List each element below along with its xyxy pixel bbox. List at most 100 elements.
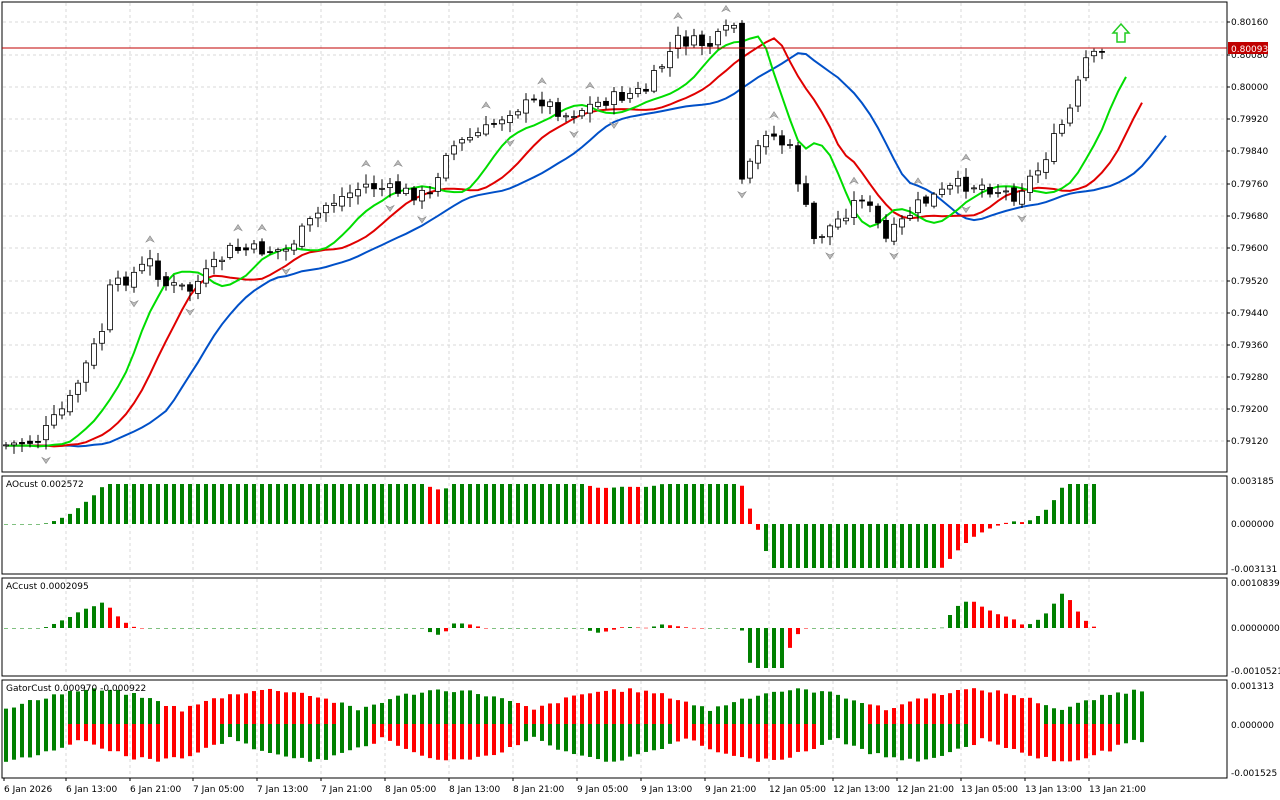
ac-bar (620, 627, 624, 628)
ao-bar (372, 484, 376, 524)
ac-bar (380, 628, 384, 629)
ac-bar (188, 628, 192, 629)
candle (603, 97, 609, 110)
candle (155, 252, 161, 287)
gator-upper-bar (1116, 692, 1120, 724)
ao-bar (668, 484, 672, 524)
gator-upper-bar (276, 691, 280, 724)
gator-upper-bar (932, 693, 936, 724)
candle (971, 184, 977, 193)
gator-upper-bar (492, 696, 496, 724)
gator-upper-bar (60, 694, 64, 724)
gator-lower-bar (948, 724, 952, 753)
gator-upper-bar (700, 706, 704, 724)
ac-bar (748, 628, 752, 663)
gator-upper-bar (20, 703, 24, 724)
ao-bar (492, 484, 496, 524)
gator-lower-bar (804, 724, 808, 752)
gator-lower-bar (756, 724, 760, 762)
gator-upper-bar (780, 691, 784, 724)
candle (859, 194, 865, 209)
gator-upper-bar (332, 702, 336, 724)
fractal-up-icon (849, 176, 859, 185)
ac-bar (876, 628, 880, 629)
ac-tick-top: 0.0010839 (1231, 579, 1280, 589)
candle (683, 30, 689, 56)
ac-bar (828, 628, 832, 629)
candle (339, 187, 345, 212)
ac-bar (196, 628, 200, 629)
ac-bar (692, 627, 696, 629)
price-tick-label: 0.79600 (1231, 244, 1268, 254)
gator-upper-bar (340, 702, 344, 724)
fractal-up-icon (145, 235, 155, 243)
gator-upper-bar (156, 701, 160, 724)
gator-lower-bar (780, 724, 784, 760)
gator-lower-bar (4, 724, 8, 762)
fractal-down-icon (889, 252, 899, 260)
gator-lower-bar (44, 724, 48, 752)
candle (1027, 169, 1033, 202)
candle (731, 22, 737, 33)
gator-upper-bar (972, 688, 976, 724)
ac-bar (900, 628, 904, 629)
gator-upper-bar (948, 693, 952, 724)
gator-lower-bar (628, 724, 632, 757)
candle (1067, 104, 1073, 127)
ao-bar (644, 486, 648, 524)
ac-bar (652, 626, 656, 628)
ac-bar (668, 625, 672, 628)
ao-bar (1076, 484, 1080, 524)
ao-tick-zero: 0.000000 (1231, 520, 1274, 530)
gator-lower-bar (180, 724, 184, 759)
gator-lower-bar (1012, 724, 1016, 749)
gator-upper-bar (372, 704, 376, 724)
gator-upper-bar (228, 694, 232, 724)
candle (67, 389, 73, 416)
main-pane[interactable] (1, 1, 1228, 473)
gator-upper-bar (316, 697, 320, 724)
gator-lower-bar (412, 724, 416, 753)
ac-pane[interactable] (1, 577, 1228, 677)
gator-upper-bar (484, 696, 488, 724)
ao-bar (820, 524, 824, 568)
gator-upper-bar (964, 689, 968, 724)
candle (491, 118, 497, 128)
gator-upper-bar (580, 694, 584, 724)
ac-bar (820, 628, 824, 629)
ao-bar (1052, 500, 1056, 524)
ac-bar (1028, 624, 1032, 628)
ac-tick-zero: 0.0000000 (1231, 624, 1280, 634)
fractal-down-icon (129, 299, 139, 308)
gator-upper-bar (1052, 708, 1056, 724)
ac-bar (132, 626, 136, 628)
time-label: 12 Jan 05:00 (769, 785, 826, 795)
gator-upper-bar (876, 705, 880, 724)
gator-lower-bar (340, 724, 344, 753)
candle (531, 94, 537, 103)
lips-line (6, 35, 1127, 448)
time-label: 6 Jan 21:00 (130, 785, 182, 795)
gator-lower-bar (348, 724, 352, 751)
gator-upper-bar (812, 692, 816, 724)
ac-bar (420, 628, 424, 629)
candle (147, 249, 153, 276)
ac-bar (316, 628, 320, 629)
candle (27, 435, 33, 448)
ao-bar (196, 484, 200, 524)
gator-lower-bar (900, 724, 904, 761)
ac-bar (532, 628, 536, 629)
time-label: 7 Jan 21:00 (321, 785, 373, 795)
fractal-down-icon (417, 216, 427, 224)
gator-lower-bar (724, 724, 728, 754)
gator-upper-bar (140, 697, 144, 724)
gator-lower-bar (1084, 724, 1088, 759)
ao-bar (460, 484, 464, 524)
ao-bar (956, 524, 960, 551)
gator-lower-bar (1028, 724, 1032, 756)
ao-bar (324, 484, 328, 524)
gator-lower-bar (244, 724, 248, 744)
candle (547, 98, 553, 115)
gator-upper-bar (684, 701, 688, 724)
